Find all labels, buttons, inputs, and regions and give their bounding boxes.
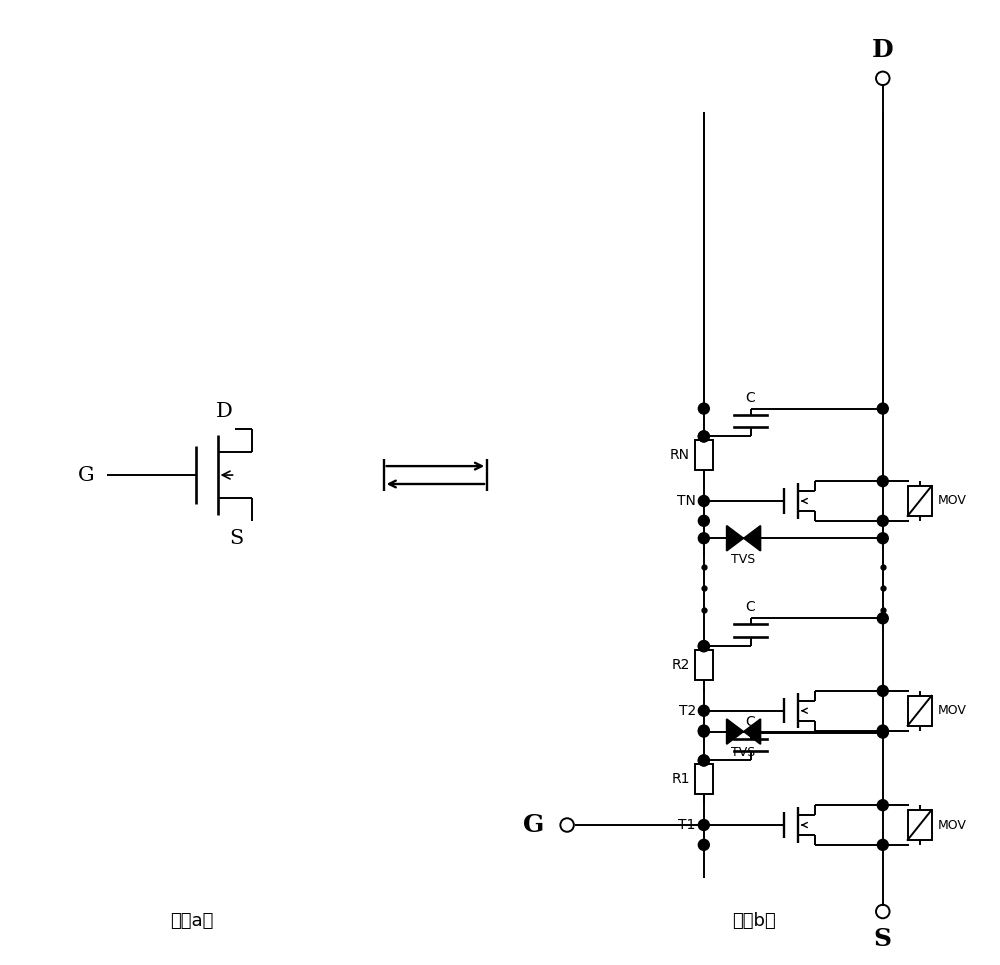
Polygon shape [744, 719, 760, 744]
Circle shape [698, 641, 709, 651]
Polygon shape [744, 526, 760, 551]
Text: S: S [874, 927, 892, 951]
Bar [695, 440, 713, 470]
Circle shape [877, 840, 888, 850]
Bar [695, 764, 713, 794]
Circle shape [698, 725, 709, 736]
Text: 图（b）: 图（b） [732, 912, 775, 930]
Text: MOV: MOV [937, 818, 966, 832]
Circle shape [877, 403, 888, 414]
Text: S: S [229, 529, 244, 548]
Text: C: C [746, 391, 755, 404]
Text: MOV: MOV [937, 494, 966, 508]
Text: TVS: TVS [731, 746, 756, 758]
Circle shape [877, 476, 888, 486]
Polygon shape [727, 719, 744, 744]
Circle shape [877, 613, 888, 623]
Text: TVS: TVS [731, 553, 756, 565]
Text: 图（a）: 图（a） [170, 912, 213, 930]
Circle shape [698, 755, 709, 766]
Text: RN: RN [670, 449, 690, 462]
Circle shape [698, 641, 709, 651]
Circle shape [698, 705, 709, 716]
Text: G: G [78, 465, 94, 484]
Circle shape [698, 403, 709, 414]
Circle shape [877, 726, 888, 737]
Circle shape [698, 726, 709, 737]
Circle shape [877, 515, 888, 526]
Circle shape [698, 533, 709, 543]
Text: C: C [746, 600, 755, 615]
Text: D: D [216, 402, 233, 422]
Polygon shape [727, 526, 744, 551]
Text: R2: R2 [672, 658, 690, 672]
Text: R1: R1 [671, 772, 690, 786]
Circle shape [698, 431, 709, 442]
Circle shape [698, 819, 709, 831]
Text: T2: T2 [679, 703, 696, 718]
Bar [695, 650, 713, 680]
Circle shape [698, 495, 709, 507]
Text: G: G [523, 813, 545, 837]
Circle shape [877, 800, 888, 811]
Text: T1: T1 [678, 818, 696, 832]
Text: C: C [746, 715, 755, 729]
Circle shape [877, 728, 888, 738]
Bar [908, 486, 932, 516]
Text: MOV: MOV [937, 704, 966, 717]
Circle shape [877, 725, 888, 736]
Circle shape [698, 755, 709, 766]
Circle shape [698, 840, 709, 850]
Circle shape [877, 685, 888, 697]
Circle shape [698, 515, 709, 526]
Bar [908, 810, 932, 840]
Text: TN: TN [677, 494, 696, 508]
Circle shape [877, 533, 888, 543]
Circle shape [698, 431, 709, 442]
Bar [908, 696, 932, 726]
Text: D: D [872, 39, 894, 63]
